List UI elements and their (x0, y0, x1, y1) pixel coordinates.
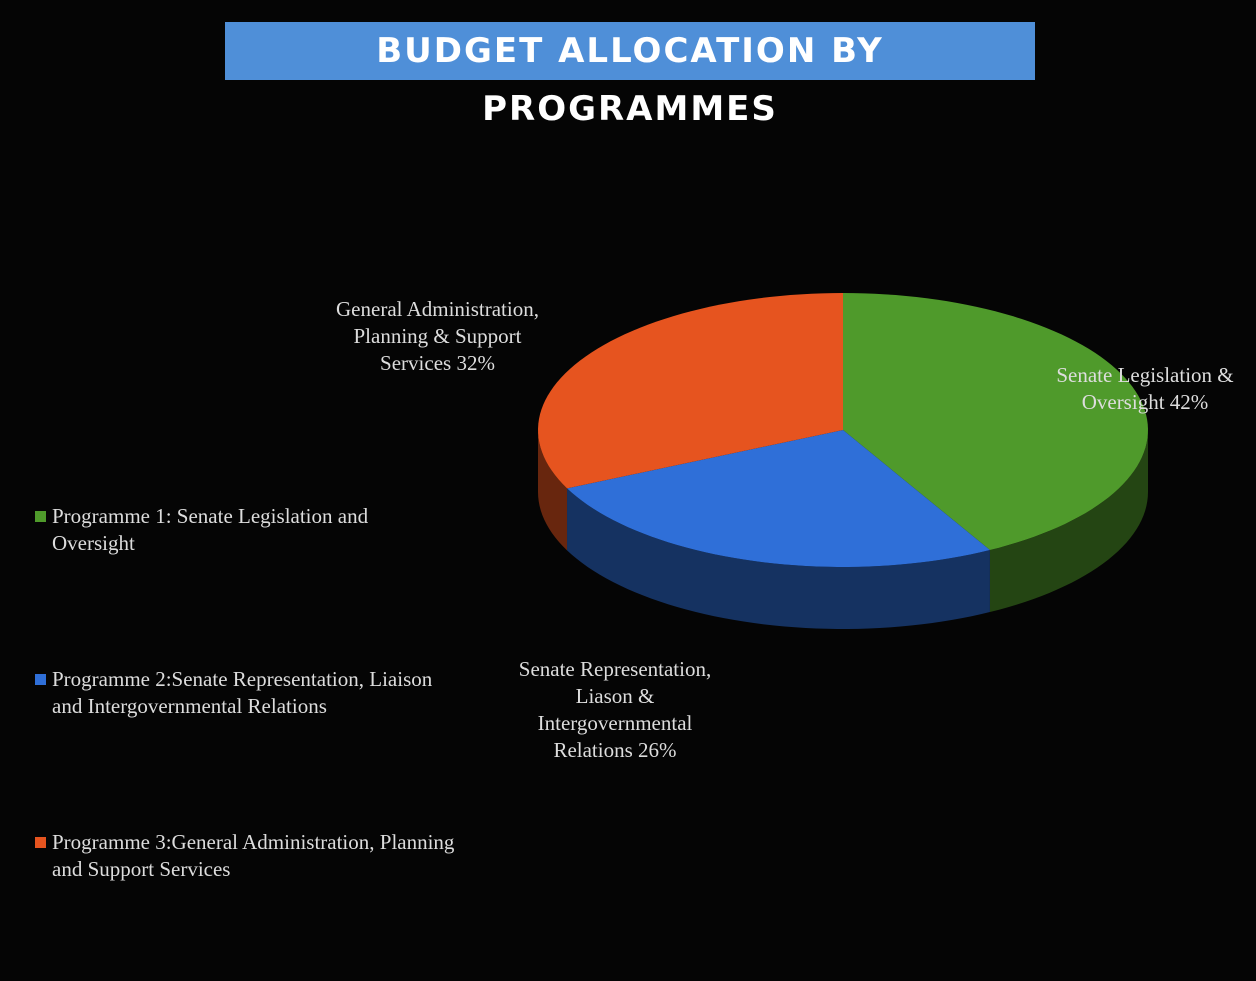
legend-item: Programme 2:Senate Representation, Liais… (35, 666, 455, 720)
chart-title: BUDGET ALLOCATION BY PROGRAMMES (225, 22, 1035, 129)
legend-item: Programme 3:General Administration, Plan… (35, 829, 455, 883)
legend-label: Programme 3:General Administration, Plan… (52, 830, 455, 881)
legend-label: Programme 2:Senate Representation, Liais… (52, 667, 433, 718)
legend-swatch (35, 837, 46, 848)
data-label: General Administration, Planning & Suppo… (336, 297, 539, 375)
legend-swatch (35, 674, 46, 685)
pie-slice (538, 293, 843, 489)
pie-slice (843, 293, 1148, 551)
pie-side (989, 430, 1148, 613)
legend-item: Programme 1: Senate Legislation and Over… (35, 503, 455, 557)
legend-swatch (35, 511, 46, 522)
pie-side (538, 430, 568, 551)
pie-slice (567, 430, 990, 567)
data-label: Senate Legislation & Oversight 42% (1056, 363, 1234, 414)
legend-label: Programme 1: Senate Legislation and Over… (52, 504, 369, 555)
data-label: Senate Representation, Liason & Intergov… (518, 657, 712, 762)
pie-side (567, 488, 990, 629)
